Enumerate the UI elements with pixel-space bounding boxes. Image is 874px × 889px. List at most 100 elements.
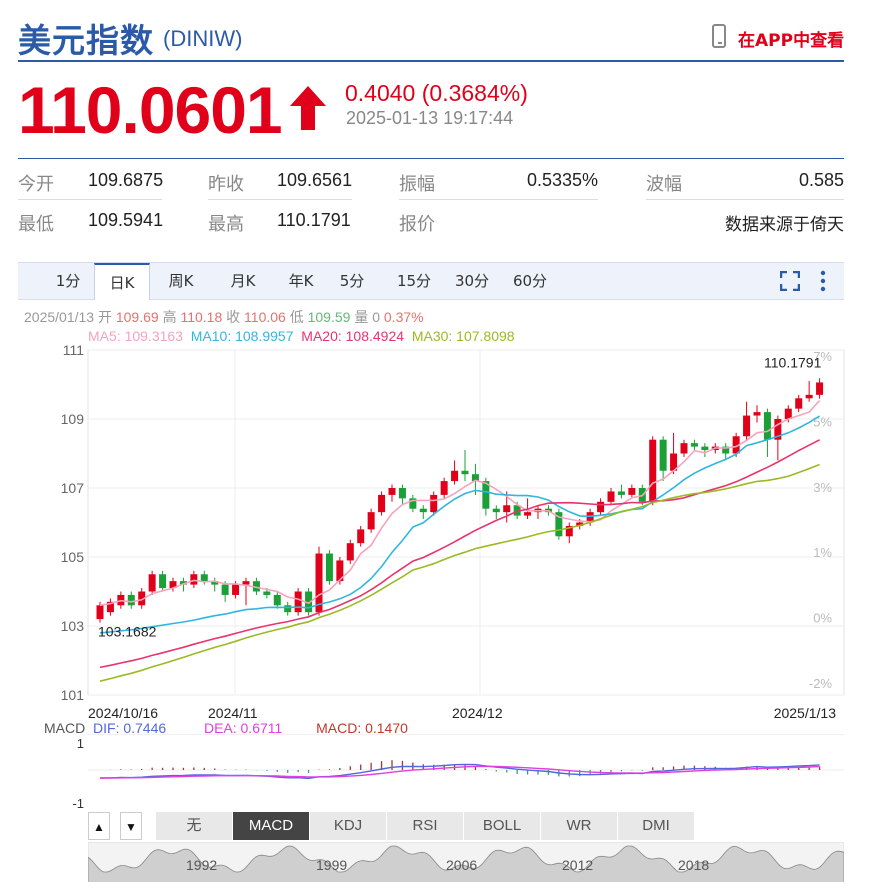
phone-icon (712, 24, 726, 48)
info-close: 110.06 (244, 309, 286, 325)
page-title: 美元指数 (18, 21, 154, 60)
tab-8[interactable]: 60分 (512, 272, 548, 290)
header-divider (18, 60, 844, 62)
y-tick-label: 109 (61, 411, 85, 427)
ma30-line (99, 463, 820, 682)
max-price-label: 110.1791 (764, 354, 822, 370)
tab-4[interactable]: 年K (288, 272, 314, 290)
overview-year-label: 2006 (446, 857, 477, 873)
candle (555, 512, 563, 537)
tab-5[interactable]: 5分 (339, 272, 365, 290)
candle (471, 474, 479, 482)
candle (451, 470, 459, 482)
indicator-button-1[interactable]: MACD (233, 812, 310, 840)
y-right-tick-label: 0% (813, 611, 832, 626)
y-right-tick-label: 3% (813, 480, 832, 495)
low-label: 最低 (18, 214, 54, 235)
y-tick-label: 107 (61, 480, 85, 496)
fullscreen-icon[interactable] (780, 271, 800, 291)
x-tick-label: 2024/11 (208, 705, 258, 720)
open-in-app-link[interactable]: 在APP中查看 (738, 31, 845, 51)
dea-line (100, 765, 820, 779)
min-price-label: 103.1682 (98, 623, 157, 639)
prev-close-label: 昨收 (208, 174, 244, 195)
ma5-label: MA5: 109.3163 (88, 328, 183, 344)
candle (784, 408, 792, 419)
row-divider (646, 199, 844, 200)
y-tick-label: 105 (61, 549, 85, 565)
candle (659, 439, 667, 471)
candle (419, 508, 427, 513)
weibo-watermark (726, 852, 868, 882)
tab-6[interactable]: 15分 (396, 272, 432, 290)
info-low: 109.59 (307, 309, 351, 325)
candle (649, 439, 657, 502)
overview-year-label: 2018 (678, 857, 709, 873)
tab-3[interactable]: 月K (230, 272, 256, 290)
candle (503, 505, 511, 513)
y-tick-label: 101 (61, 687, 85, 703)
indicator-button-2[interactable]: KDJ (310, 812, 387, 840)
candle (482, 481, 490, 509)
macd-tick: 1 (77, 736, 84, 751)
indicator-button-3[interactable]: RSI (387, 812, 464, 840)
candle (190, 574, 198, 585)
ma5-line (99, 400, 821, 607)
y-right-tick-label: 5% (813, 414, 832, 429)
row-divider (399, 199, 598, 200)
candle (200, 574, 208, 582)
overview-year-label: 2012 (562, 857, 593, 873)
candle (701, 446, 709, 451)
tab-2[interactable]: 周K (168, 272, 194, 290)
candle (576, 522, 584, 526)
candle (169, 581, 177, 589)
candlestick-chart[interactable]: 111 109 107 105 103 101 7% 5% 3% 1% 0% -2% 110.1791 1… (0, 340, 874, 720)
candle (252, 581, 260, 592)
candle (816, 382, 824, 395)
candle (96, 605, 104, 620)
candle (628, 488, 636, 495)
candle (106, 601, 114, 613)
ma20-label: MA20: 108.4924 (301, 328, 405, 344)
tab-0[interactable]: 1分 (55, 272, 81, 290)
y-right-tick-label: 7% (813, 349, 832, 364)
scroll-up-button[interactable]: ▲ (88, 812, 110, 840)
indicator-button-0[interactable]: 无 (156, 812, 233, 840)
scroll-down-button[interactable]: ▼ (120, 812, 142, 840)
macd-value-label: MACD: 0.1470 (316, 720, 408, 736)
candle (398, 488, 406, 499)
dea-label: DEA: 0.6711 (203, 720, 283, 736)
macd-legend: MACD DIF: 0.7446 DEA: 0.6711 MACD: 0.147… (44, 720, 408, 736)
candle (388, 488, 396, 495)
indicator-button-4[interactable]: BOLL (464, 812, 541, 840)
candle (753, 412, 761, 416)
candle (763, 412, 771, 440)
stats-top-border (18, 158, 844, 159)
candle (138, 591, 146, 606)
amplitude-value: 0.5335% (526, 170, 598, 190)
wave-value: 0.585 (798, 170, 844, 190)
candle (680, 443, 688, 454)
candle (513, 505, 521, 516)
overview-year-label: 1992 (186, 857, 217, 873)
macd-chart[interactable]: 1 -1 (0, 734, 874, 812)
more-options-icon[interactable] (818, 269, 828, 293)
open-value: 109.6875 (88, 170, 164, 190)
candle (586, 512, 594, 523)
symbol-code: (DINIW) (163, 26, 243, 51)
y-right-tick-label: -2% (809, 676, 833, 691)
ma30-label: MA30: 107.8098 (411, 328, 515, 344)
candle (565, 525, 573, 537)
period-tab-bar: 1分 日K 周K 月K 年K 5分 15分 30分 60分 (18, 262, 844, 300)
history-overview-strip[interactable]: 1992 1999 2006 2012 2018 (88, 842, 844, 882)
indicator-button-6[interactable]: DMI (618, 812, 695, 840)
tab-1[interactable]: 日K (94, 263, 150, 300)
price-change: 0.4040 (0.3684%) (345, 80, 528, 106)
x-tick-label: 2025/1/13 (774, 705, 836, 720)
indicator-button-5[interactable]: WR (541, 812, 618, 840)
candle (409, 498, 417, 509)
tab-7[interactable]: 30分 (454, 272, 490, 290)
info-pct: 0.37% (383, 309, 424, 325)
candle (743, 415, 751, 437)
info-open-label: 开 (97, 309, 112, 325)
